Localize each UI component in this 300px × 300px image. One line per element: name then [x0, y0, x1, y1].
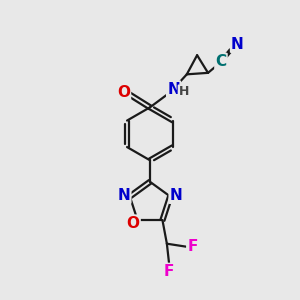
Text: H: H [179, 85, 189, 98]
Text: N: N [170, 188, 182, 203]
Text: F: F [187, 239, 198, 254]
Text: C: C [215, 54, 226, 69]
Text: O: O [117, 85, 130, 100]
Text: F: F [164, 264, 174, 279]
Text: O: O [127, 216, 140, 231]
Text: N: N [231, 37, 244, 52]
Text: N: N [167, 82, 180, 97]
Text: N: N [118, 188, 130, 203]
